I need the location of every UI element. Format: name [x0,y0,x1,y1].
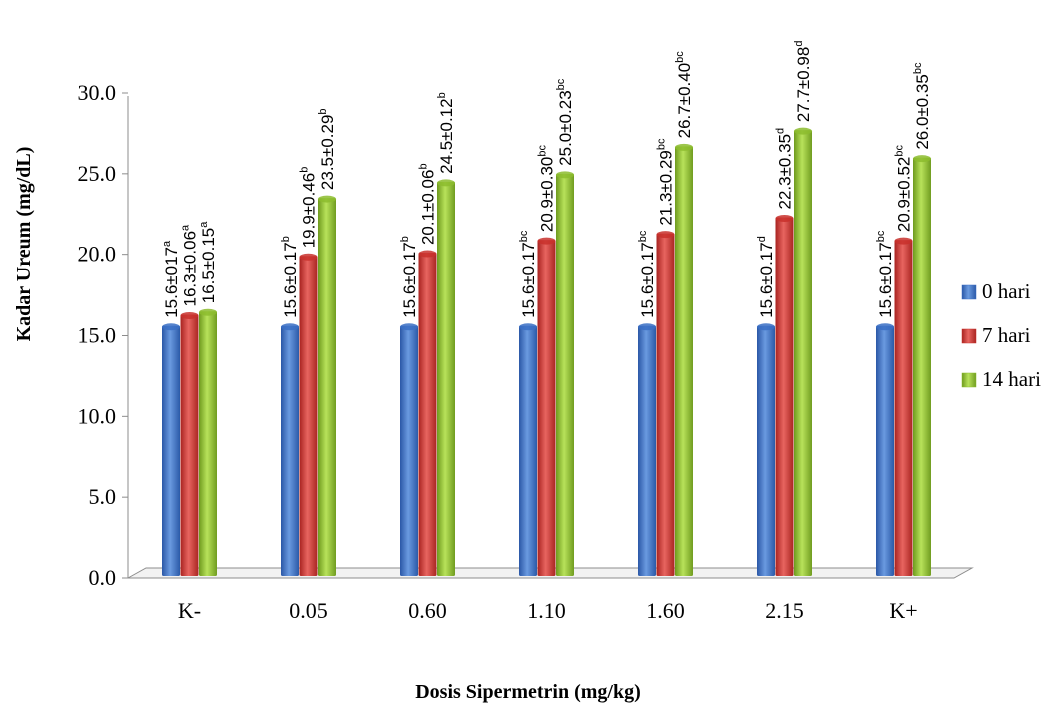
data-label: 20.1±0.06b [418,163,438,245]
bar [757,323,775,576]
bar [281,323,299,576]
bar [894,237,913,576]
x-tick-label: K+ [889,598,917,623]
bar [638,323,656,576]
data-label: 25.0±0.23bc [555,78,575,166]
bar [400,323,418,576]
bar [876,323,894,576]
bar [656,231,675,576]
data-label: 19.9±0.46b [299,167,319,249]
y-tick-label: 10.0 [78,403,117,428]
legend-item: 14 hari [961,367,1041,391]
x-tick-label: 1.10 [527,598,566,623]
bar [162,323,180,576]
legend-item: 0 hari [961,279,1031,303]
legend-label: 0 hari [982,279,1031,303]
bar [437,179,455,576]
bar [318,195,336,577]
x-tick-label: K- [178,598,201,623]
data-label: 20.9±0.30bc [537,144,557,232]
y-tick-label: 25.0 [78,161,117,186]
data-label: 27.7±0.98d [793,41,813,123]
y-tick-label: 30.0 [78,80,117,105]
bar [675,143,693,576]
data-label: 15.6±0.17bc [637,230,657,318]
data-label: 26.0±0.35bc [912,62,932,150]
bar [537,237,556,576]
legend-label: 7 hari [982,323,1031,347]
data-label: 15.6±0.17d [756,236,776,318]
data-label: 16.3±0.06a [180,224,200,307]
data-label: 15.6±017a [161,240,181,318]
data-label: 15.6±0.17b [399,236,419,318]
bar [199,308,217,576]
data-label: 15.6±0.17bc [518,230,538,318]
data-label: 23.5±0.29b [317,108,337,190]
y-tick-label: 15.0 [78,323,117,348]
data-label: 22.3±0.35d [775,128,795,210]
data-label: 16.5±0.15a [198,221,218,304]
bar [913,155,931,576]
bar [299,253,318,576]
data-label: 15.6±0.17b [280,236,300,318]
bar [794,127,812,576]
legend: 0 hari 7 hari 14 hari [961,279,1041,391]
bar [556,171,574,577]
legend-swatch [961,372,977,388]
bar [775,214,794,576]
x-tick-label: 0.60 [408,598,447,623]
bar [418,250,437,577]
data-label: 20.9±0.52bc [894,144,914,232]
y-tick-label: 5.0 [89,484,117,509]
legend-label: 14 hari [982,367,1041,391]
legend-item: 7 hari [961,323,1031,347]
bar [180,311,199,576]
x-tick-label: 2.15 [765,598,804,623]
legend-swatch [961,328,977,344]
data-label: 15.6±0.17bc [875,230,895,318]
data-label: 26.7±0.40bc [674,51,694,139]
y-axis-title: Kadar Ureum (mg/dL) [13,147,35,342]
bar [519,323,537,576]
data-label: 21.3±0.29bc [656,138,676,226]
x-tick-label: 0.05 [289,598,328,623]
x-tick-label: 1.60 [646,598,685,623]
y-tick-label: 0.0 [89,565,117,590]
data-label: 24.5±0.12b [436,92,456,174]
legend-swatch [961,284,977,300]
x-axis-title: Dosis Sipermetrin (mg/kg) [415,681,641,703]
y-tick-label: 20.0 [78,242,117,267]
